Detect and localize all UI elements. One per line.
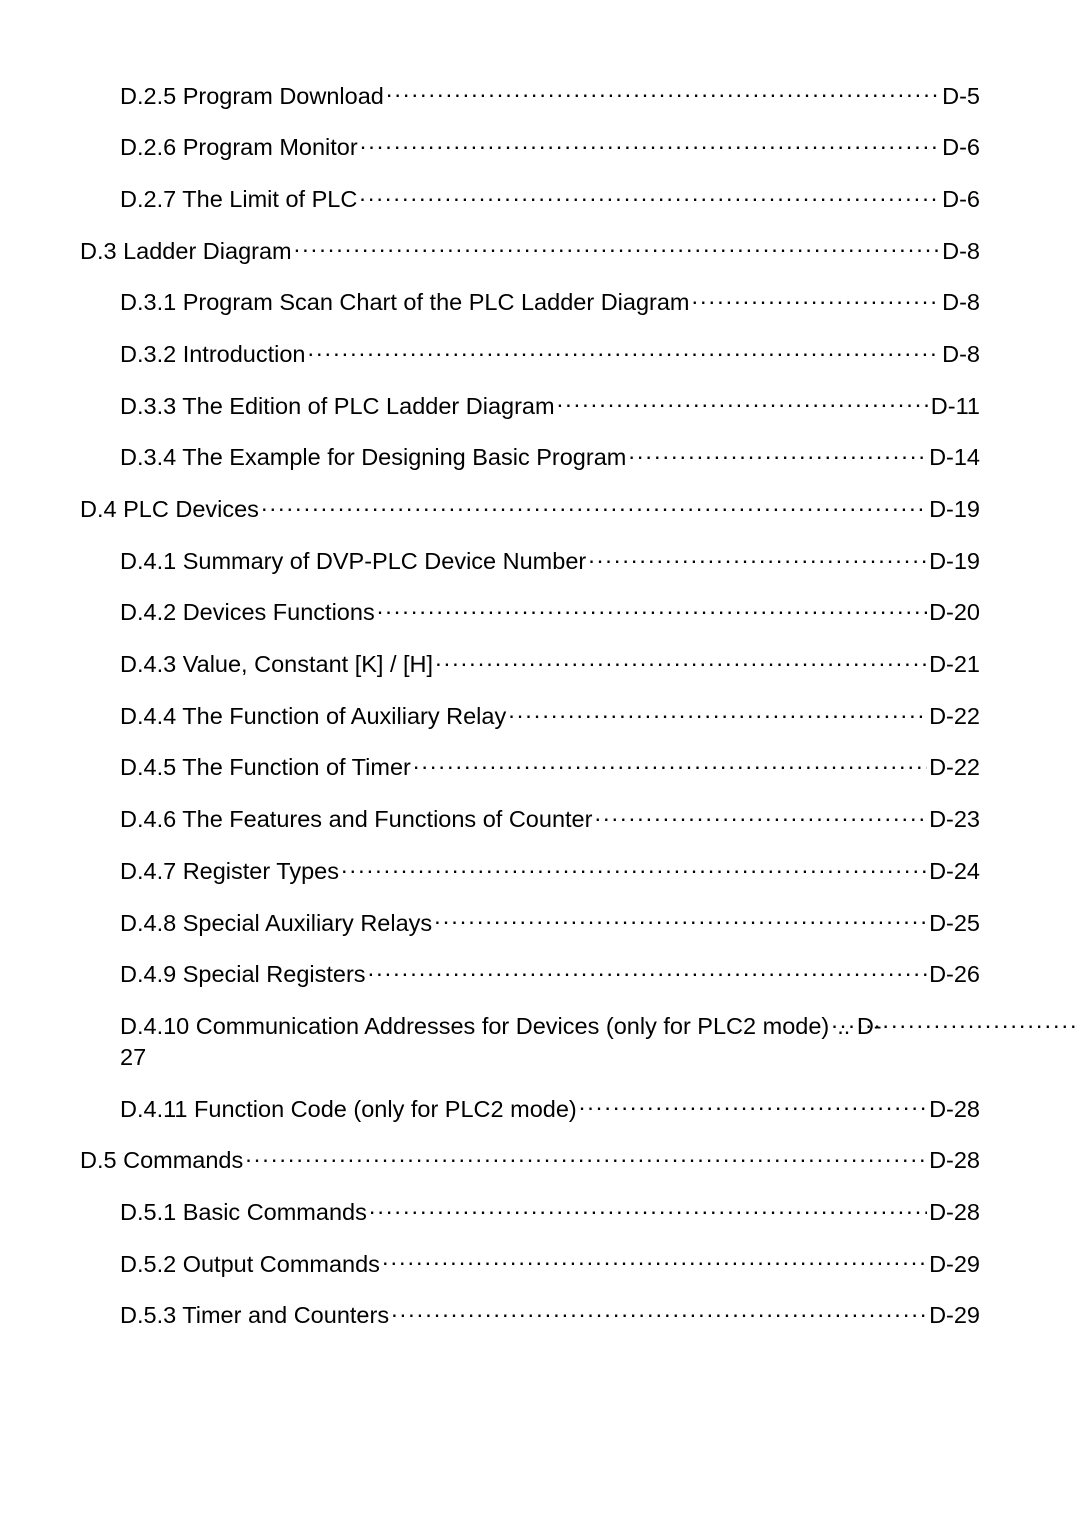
toc-entry-title: D.4.1 Summary of DVP-PLC Device Number — [120, 547, 586, 575]
toc-entry-page: D-14 — [929, 443, 980, 471]
toc-leader-dots — [308, 338, 941, 362]
toc-leader-dots — [369, 1196, 927, 1220]
toc-entry: D.4.2 Devices Functions D-20 — [120, 597, 980, 627]
toc-container: D.2.5 Program Download D-5 D.2.6 Program … — [80, 80, 980, 1330]
toc-leader-dots — [341, 855, 927, 879]
toc-entry: D.5.2 Output Commands D-29 — [120, 1248, 980, 1278]
toc-entry-page: D-23 — [929, 805, 980, 833]
toc-entry-title: D.4 PLC Devices — [80, 495, 259, 523]
toc-entry-page-wrap: 27 — [120, 1044, 980, 1071]
toc-entry-page: D-21 — [929, 650, 980, 678]
toc-entry: D.4.11 Function Code (only for PLC2 mode… — [120, 1093, 980, 1123]
toc-leader-dots — [434, 907, 927, 931]
toc-entry-title: D.3 Ladder Diagram — [80, 237, 292, 265]
toc-entry-title: D.3.2 Introduction — [120, 340, 306, 368]
toc-leader-dots — [261, 494, 927, 518]
toc-entry-page: D-24 — [929, 857, 980, 885]
toc-entry-page: D-26 — [929, 960, 980, 988]
toc-entry-title: D.2.7 The Limit of PLC — [120, 185, 357, 213]
toc-entry-page: D-8 — [942, 237, 980, 265]
toc-entry-page: D-8 — [942, 288, 980, 316]
toc-entry-title: D.3.3 The Edition of PLC Ladder Diagram — [120, 392, 555, 420]
toc-entry: D.3 Ladder Diagram D-8 — [80, 235, 980, 265]
toc-entry-title: D.4.8 Special Auxiliary Relays — [120, 909, 432, 937]
toc-page: D.2.5 Program Download D-5 D.2.6 Program … — [0, 0, 1080, 1412]
toc-leader-dots — [435, 649, 927, 673]
toc-entry-page: D-22 — [929, 753, 980, 781]
toc-entry-title: D.2.5 Program Download — [120, 82, 384, 110]
toc-entry: D.4.3 Value, Constant [K] / [H] D-21 — [120, 649, 980, 679]
toc-entry: D.4.5 The Function of Timer D-22 — [120, 752, 980, 782]
toc-entry-title: D.4.4 The Function of Auxiliary Relay — [120, 702, 506, 730]
toc-entry-page: D-6 — [942, 133, 980, 161]
toc-entry-page: D-19 — [929, 547, 980, 575]
toc-leader-dots — [594, 804, 927, 828]
toc-leader-dots — [377, 597, 927, 621]
toc-entry-title: D.3.4 The Example for Designing Basic Pr… — [120, 443, 626, 471]
toc-entry: D.4.7 Register Types D-24 — [120, 855, 980, 885]
toc-leader-dots — [386, 80, 940, 104]
toc-leader-dots — [579, 1093, 927, 1117]
toc-entry: D.4.8 Special Auxiliary Relays D-25 — [120, 907, 980, 937]
toc-entry: D.5.3 Timer and Counters D-29 — [120, 1300, 980, 1330]
toc-leader-dots — [382, 1248, 927, 1272]
toc-entry-title: D.3.1 Program Scan Chart of the PLC Ladd… — [120, 288, 690, 316]
toc-leader-dots — [391, 1300, 927, 1324]
toc-entry-title: D.4.9 Special Registers — [120, 960, 366, 988]
toc-leader-dots — [368, 959, 928, 983]
toc-entry-page: D-6 — [942, 185, 980, 213]
toc-entry-page: D-22 — [929, 702, 980, 730]
toc-entry: D.5 Commands D-28 — [80, 1145, 980, 1175]
toc-leader-dots — [628, 442, 927, 466]
toc-entry-title: D.4.10 Communication Addresses for Devic… — [120, 1012, 829, 1040]
toc-entry-page: D-29 — [929, 1250, 980, 1278]
toc-leader-dots — [692, 287, 941, 311]
toc-entry-page: D-29 — [929, 1301, 980, 1329]
toc-entry-page: D-11 — [931, 392, 980, 420]
toc-entry-title: D.4.5 The Function of Timer — [120, 753, 411, 781]
toc-leader-dots — [588, 545, 927, 569]
toc-entry: D.4.1 Summary of DVP-PLC Device Number D… — [120, 545, 980, 575]
toc-entry-page: D-28 — [929, 1146, 980, 1174]
toc-entry-title: D.5.1 Basic Commands — [120, 1198, 367, 1226]
toc-entry-page: D-20 — [929, 598, 980, 626]
toc-entry-title: D.4.7 Register Types — [120, 857, 339, 885]
toc-entry-title: D.4.2 Devices Functions — [120, 598, 375, 626]
toc-entry-title: D.2.6 Program Monitor — [120, 133, 358, 161]
toc-entry: D.3.3 The Edition of PLC Ladder Diagram … — [120, 390, 980, 420]
toc-entry: D.2.6 Program Monitor D-6 — [120, 132, 980, 162]
toc-entry: D.4.4 The Function of Auxiliary Relay D-… — [120, 700, 980, 730]
toc-entry-page: D-8 — [942, 340, 980, 368]
toc-entry-title: D.5.3 Timer and Counters — [120, 1301, 389, 1329]
toc-entry: D.4.10 Communication Addresses for Devic… — [120, 1010, 980, 1040]
toc-entry: D.3.2 Introduction D-8 — [120, 338, 980, 368]
toc-entry: D.3.4 The Example for Designing Basic Pr… — [120, 442, 980, 472]
toc-entry-title: D.4.3 Value, Constant [K] / [H] — [120, 650, 433, 678]
toc-entry: D.2.5 Program Download D-5 — [120, 80, 980, 110]
toc-entry: D.3.1 Program Scan Chart of the PLC Ladd… — [120, 287, 980, 317]
toc-entry-page: D-28 — [929, 1198, 980, 1226]
toc-leader-dots — [508, 700, 927, 724]
toc-entry-page: D-5 — [942, 82, 980, 110]
toc-entry: D.5.1 Basic Commands D-28 — [120, 1196, 980, 1226]
toc-entry-page: D-19 — [929, 495, 980, 523]
toc-leader-dots — [359, 183, 940, 207]
toc-entry-page: D-28 — [929, 1095, 980, 1123]
toc-leader-dots — [245, 1145, 927, 1169]
toc-leader-dots — [557, 390, 929, 414]
toc-entry-title: D.5.2 Output Commands — [120, 1250, 380, 1278]
toc-leader-dots — [294, 235, 941, 259]
toc-entry-page: D-25 — [929, 909, 980, 937]
toc-entry: D.4.6 The Features and Functions of Coun… — [120, 804, 980, 834]
toc-entry-title: D.4.6 The Features and Functions of Coun… — [120, 805, 592, 833]
toc-entry: D.2.7 The Limit of PLC D-6 — [120, 183, 980, 213]
toc-leader-dots — [413, 752, 927, 776]
toc-leader-dots — [360, 132, 940, 156]
toc-entry-title: D.4.11 Function Code (only for PLC2 mode… — [120, 1095, 577, 1123]
toc-entry: D.4 PLC Devices D-19 — [80, 494, 980, 524]
toc-entry-title: D.5 Commands — [80, 1146, 243, 1174]
toc-entry: D.4.9 Special Registers D-26 — [120, 959, 980, 989]
